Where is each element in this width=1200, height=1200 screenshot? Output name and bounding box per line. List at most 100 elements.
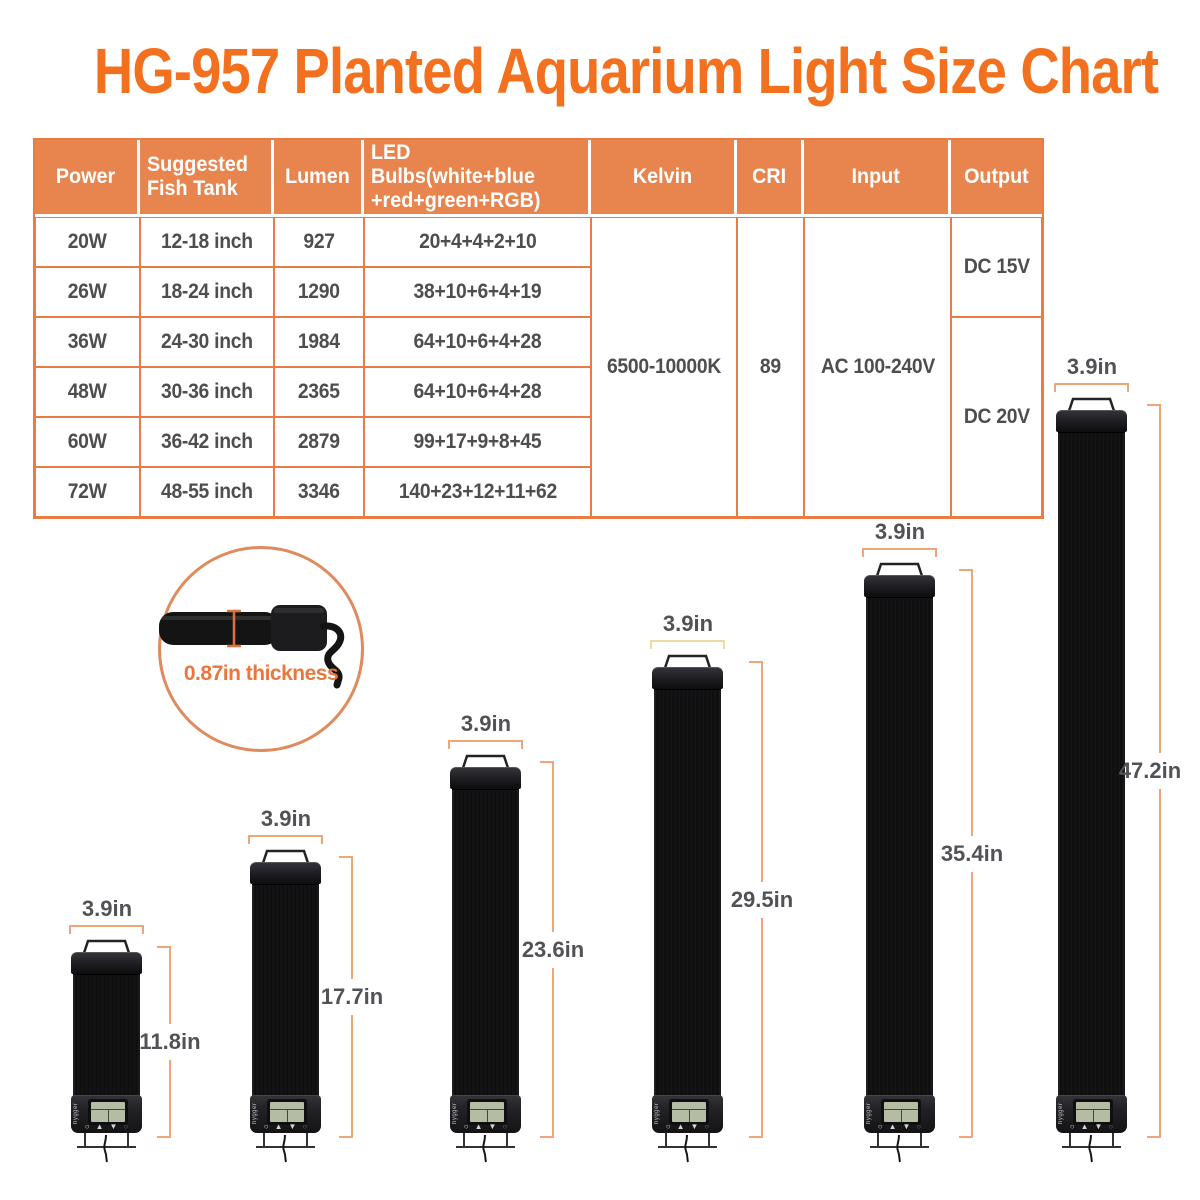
col-header-bulbs: LED Bulbs(white+blue +red+green+RGB): [364, 140, 591, 218]
col-header-lumen: Lumen: [274, 140, 364, 218]
width-dimension-label: 3.9in: [260, 806, 312, 831]
light-mode-button-icon: ○: [302, 1122, 308, 1131]
light-bar-controller: hygger ○ ▲ ▼ ○: [1056, 1095, 1127, 1133]
down-button-icon: ▼: [902, 1122, 911, 1131]
controller-buttons: ○ ▲ ▼ ○: [652, 1123, 723, 1131]
light-bar-body: [1058, 432, 1125, 1096]
table-row: 48W 30-36 inch 2365 64+10+6+4+28: [35, 367, 1042, 418]
cell-power: 20W: [35, 217, 140, 268]
width-dimension-bracket: [69, 925, 144, 934]
down-button-icon: ▼: [288, 1122, 297, 1131]
down-button-icon: ▼: [1094, 1122, 1103, 1131]
up-button-icon: ▲: [474, 1122, 483, 1131]
thickness-inset-circle: [158, 546, 364, 752]
height-dimension-label: 47.2in: [1118, 758, 1182, 783]
table-row: 36W 24-30 inch 1984 64+10+6+4+28 DC 20V: [35, 317, 1042, 518]
light-mode-button-icon: ○: [704, 1122, 710, 1131]
width-dimension-bracket: [862, 548, 937, 557]
lcd-display: [267, 1099, 307, 1125]
up-button-icon: ▲: [95, 1122, 104, 1131]
down-button-icon: ▼: [690, 1122, 699, 1131]
light-bar-body: [452, 789, 519, 1096]
height-dimension: 35.4in: [934, 569, 1010, 1138]
cell-power: 36W: [35, 317, 140, 368]
cell-bulbs: 99+17+9+8+45: [364, 417, 591, 468]
lcd-display: [1073, 1099, 1113, 1125]
power-button-icon: ○: [1069, 1122, 1075, 1131]
height-dimension: 11.8in: [132, 946, 208, 1138]
cell-power: 72W: [35, 467, 140, 518]
light-bar-top-cap: [1056, 410, 1127, 432]
power-button-icon: ○: [665, 1122, 671, 1131]
cell-bulbs: 38+10+6+4+19: [364, 267, 591, 318]
cell-kelvin: 6500-10000K: [591, 217, 737, 518]
hanging-bracket-icon: [1067, 397, 1116, 411]
table-row: 26W 18-24 inch 1290 38+10+6+4+19: [35, 267, 1042, 318]
stand-legs-and-cable: [870, 1133, 929, 1163]
down-button-icon: ▼: [109, 1122, 118, 1131]
cell-bulbs: 64+10+6+4+28: [364, 367, 591, 418]
light-bar-controller: hygger ○ ▲ ▼ ○: [864, 1095, 935, 1133]
cell-lumen: 3346: [274, 467, 364, 518]
width-dimension-bracket: [448, 740, 523, 749]
thickness-label: 0.87in thickness: [183, 662, 339, 685]
thickness-measure-ticks: [227, 609, 241, 648]
cell-cri: 89: [737, 217, 804, 518]
light-bar-top-cap: [71, 952, 142, 974]
height-dimension-label: 35.4in: [940, 840, 1004, 866]
table-row: 20W 12-18 inch 927 20+4+4+2+10 6500-1000…: [35, 217, 1042, 518]
cell-tank: 48-55 inch: [140, 467, 274, 518]
col-header-input: Input: [804, 140, 951, 218]
stand-legs-and-cable: [658, 1133, 717, 1163]
col-header-kelvin: Kelvin: [591, 140, 737, 218]
cell-power: 48W: [35, 367, 140, 418]
light-bar-top-cap: [450, 767, 521, 789]
height-dimension-label: 11.8in: [139, 1029, 201, 1054]
light-bar-body: [252, 884, 319, 1096]
lcd-display: [881, 1099, 921, 1125]
cell-lumen: 2879: [274, 417, 364, 468]
cell-output-dc20: DC 20V: [951, 317, 1042, 518]
width-dimension-label: 3.9in: [874, 519, 926, 544]
cell-lumen: 927: [274, 217, 364, 268]
light-bar-top-cap: [864, 575, 935, 597]
up-button-icon: ▲: [676, 1122, 685, 1131]
lcd-display: [467, 1099, 507, 1125]
cell-lumen: 1984: [274, 317, 364, 368]
light-bar-body: [654, 689, 721, 1096]
col-header-tank: Suggested Fish Tank: [140, 140, 274, 218]
cell-tank: 36-42 inch: [140, 417, 274, 468]
height-dimension-label: 29.5in: [730, 886, 794, 912]
hanging-bracket-icon: [663, 654, 712, 668]
table-row: 60W 36-42 inch 2879 99+17+9+8+45: [35, 417, 1042, 468]
height-dimension: 23.6in: [515, 761, 591, 1138]
cell-tank: 12-18 inch: [140, 217, 274, 268]
width-dimension-bracket: [1054, 383, 1129, 392]
height-dimension: 29.5in: [724, 661, 800, 1138]
hanging-bracket-icon: [875, 562, 924, 576]
cell-power: 60W: [35, 417, 140, 468]
light-bar-top-cap: [250, 862, 321, 884]
page-title: HG-957 Planted Aquarium Light Size Chart: [93, 35, 1159, 107]
light-mode-button-icon: ○: [502, 1122, 508, 1131]
cell-lumen: 1290: [274, 267, 364, 318]
cell-tank: 18-24 inch: [140, 267, 274, 318]
power-button-icon: ○: [463, 1122, 469, 1131]
cell-bulbs: 140+23+12+11+62: [364, 467, 591, 518]
cell-tank: 30-36 inch: [140, 367, 274, 418]
hanging-bracket-icon: [461, 754, 510, 768]
cell-bulbs: 20+4+4+2+10: [364, 217, 591, 268]
cell-input: AC 100-240V: [804, 217, 951, 518]
stand-legs-and-cable: [456, 1133, 515, 1163]
width-dimension-bracket: [650, 640, 725, 649]
up-button-icon: ▲: [274, 1122, 283, 1131]
light-bar-controller: hygger ○ ▲ ▼ ○: [71, 1095, 142, 1133]
width-dimension-label: 3.9in: [1066, 354, 1118, 379]
up-button-icon: ▲: [888, 1122, 897, 1131]
light-bar-controller: hygger ○ ▲ ▼ ○: [450, 1095, 521, 1133]
stand-legs-and-cable: [77, 1133, 136, 1163]
down-button-icon: ▼: [488, 1122, 497, 1131]
light-mode-button-icon: ○: [123, 1122, 129, 1131]
hanging-bracket-icon: [82, 939, 131, 953]
